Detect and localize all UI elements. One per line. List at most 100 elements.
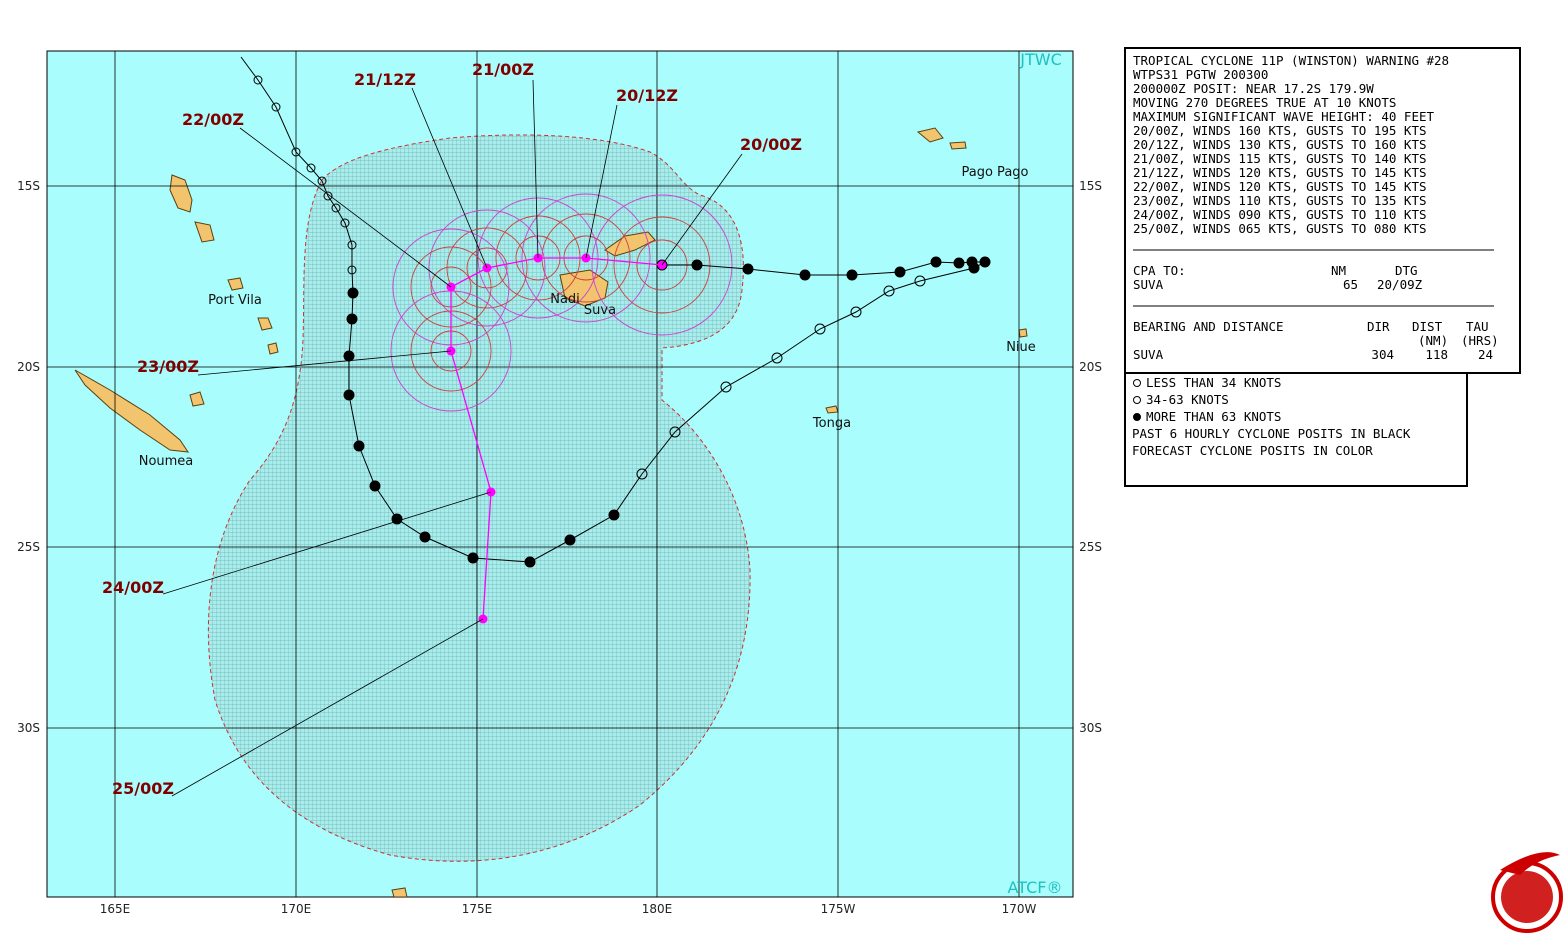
lat-label: 25S <box>1079 540 1102 554</box>
past-posit <box>669 426 681 438</box>
warning-line: MAXIMUM SIGNIFICANT WAVE HEIGHT: 40 FEET <box>1133 109 1434 124</box>
past-posit <box>291 147 301 157</box>
forecast-track <box>450 257 663 620</box>
track <box>240 56 991 624</box>
past-posit <box>850 306 862 318</box>
logo <box>1491 852 1563 933</box>
past-posit <box>799 269 811 281</box>
past-posit <box>953 257 965 269</box>
past-posit <box>930 256 942 268</box>
warning-line: 25/00Z, WINDS 065 KTS, GUSTS TO 080 KTS <box>1133 221 1427 236</box>
forecast-label: 22/00Z <box>182 110 244 129</box>
past-posit <box>846 269 858 281</box>
bearing-cell: 24 <box>1478 347 1493 362</box>
logo-center <box>1501 871 1553 923</box>
savaii <box>916 127 944 143</box>
past-posit <box>331 203 341 213</box>
past-posit <box>369 480 381 492</box>
legend-symbol <box>1133 413 1141 421</box>
warning-line: TROPICAL CYCLONE 11P (WINSTON) WARNING #… <box>1133 53 1449 68</box>
cpa-table: CPA TO: NM DTG SUVA 65 20/09Z BEARING AN… <box>1133 263 1499 362</box>
past-posit <box>814 323 826 335</box>
graticule <box>47 51 1073 897</box>
forecast-label: 20/12Z <box>616 86 678 105</box>
bearing-cell: 304 <box>1371 347 1394 362</box>
warning-line: 21/12Z, WINDS 120 KTS, GUSTS TO 145 KTS <box>1133 165 1427 180</box>
lat-label: 30S <box>1079 721 1102 735</box>
lat-label: 15S <box>1079 179 1102 193</box>
lat-label: 25S <box>17 540 40 554</box>
legend-entry: 34-63 KNOTS <box>1146 392 1229 407</box>
warning-line: 20/00Z, WINDS 160 KTS, GUSTS TO 195 KTS <box>1133 123 1427 138</box>
past-posit <box>742 263 754 275</box>
agency-label: JTWC <box>1019 50 1061 69</box>
lon-label: 175E <box>462 902 493 916</box>
past-posit <box>966 256 978 268</box>
warning-line: 24/00Z, WINDS 090 KTS, GUSTS TO 110 KTS <box>1133 207 1427 222</box>
map-layer <box>47 51 1073 897</box>
leader-line <box>162 491 492 595</box>
past-posit <box>343 350 355 362</box>
wind-radius <box>428 209 546 327</box>
leader-line <box>197 350 452 376</box>
bearing-header: TAU <box>1466 319 1489 334</box>
leader-line <box>171 618 484 797</box>
past-posit <box>894 266 906 278</box>
wind-radius <box>591 194 733 336</box>
legend-entry: FORECAST CYCLONE POSITS IN COLOR <box>1132 443 1373 458</box>
wind-radius <box>446 227 528 309</box>
past-posit <box>608 509 620 521</box>
espiritu-santo <box>169 174 193 213</box>
past-posit <box>271 102 281 112</box>
cpa-cell: 20/09Z <box>1377 277 1423 292</box>
malakula <box>194 221 215 243</box>
past-posit <box>353 440 365 452</box>
past-posit <box>691 259 703 271</box>
place-label: Niue <box>1006 340 1036 355</box>
past-posit <box>340 218 350 228</box>
past-posit <box>914 275 926 287</box>
lon-label: 175W <box>821 902 856 916</box>
past-posit <box>391 513 403 525</box>
past-posit <box>771 352 783 364</box>
forecast-label: 23/00Z <box>137 357 199 376</box>
forecast-label: 21/12Z <box>354 70 416 89</box>
wind-radius <box>613 216 711 314</box>
warning-line: WTPS31 PGTW 200300 <box>1133 67 1268 82</box>
atcf-label: ATCF® <box>1008 878 1063 897</box>
cpa-cell: SUVA <box>1133 277 1164 292</box>
cpa-header: DTG <box>1395 263 1418 278</box>
warning-line: 22/00Z, WINDS 120 KTS, GUSTS TO 145 KTS <box>1133 179 1427 194</box>
place-label: Noumea <box>139 454 194 469</box>
legend-entry: MORE THAN 63 KNOTS <box>1146 409 1281 424</box>
past-posit <box>317 176 327 186</box>
lon-label: 170E <box>281 902 312 916</box>
past-posit <box>323 191 333 201</box>
loyalty-islands <box>189 391 205 407</box>
warning-line: 20/12Z, WINDS 130 KTS, GUSTS TO 160 KTS <box>1133 137 1427 152</box>
past-posit <box>346 313 358 325</box>
logo-swirl <box>1500 852 1560 875</box>
bearing-cell: SUVA <box>1133 347 1164 362</box>
legend-symbol <box>1133 379 1141 387</box>
past-posit <box>564 534 576 546</box>
forecast-label: 25/00Z <box>112 779 174 798</box>
place-label: Port Vila <box>208 293 262 308</box>
past-posit <box>524 556 536 568</box>
warning-line: 21/00Z, WINDS 115 KTS, GUSTS TO 140 KTS <box>1133 151 1427 166</box>
lat-label: 15S <box>17 179 40 193</box>
tanna <box>267 342 279 355</box>
erromango <box>257 317 273 331</box>
bearing-subheader: (NM) <box>1418 333 1448 348</box>
place-label: Pago Pago <box>962 165 1029 180</box>
norfolk <box>391 887 408 897</box>
cpa-cell: 65 <box>1343 277 1358 292</box>
new-caledonia <box>74 369 190 453</box>
past-posit <box>253 75 263 85</box>
past-posit <box>347 287 359 299</box>
bearing-header: BEARING AND DISTANCE <box>1133 319 1284 334</box>
wind-radius <box>466 247 508 289</box>
efate <box>227 277 244 291</box>
past-posit <box>347 240 357 250</box>
